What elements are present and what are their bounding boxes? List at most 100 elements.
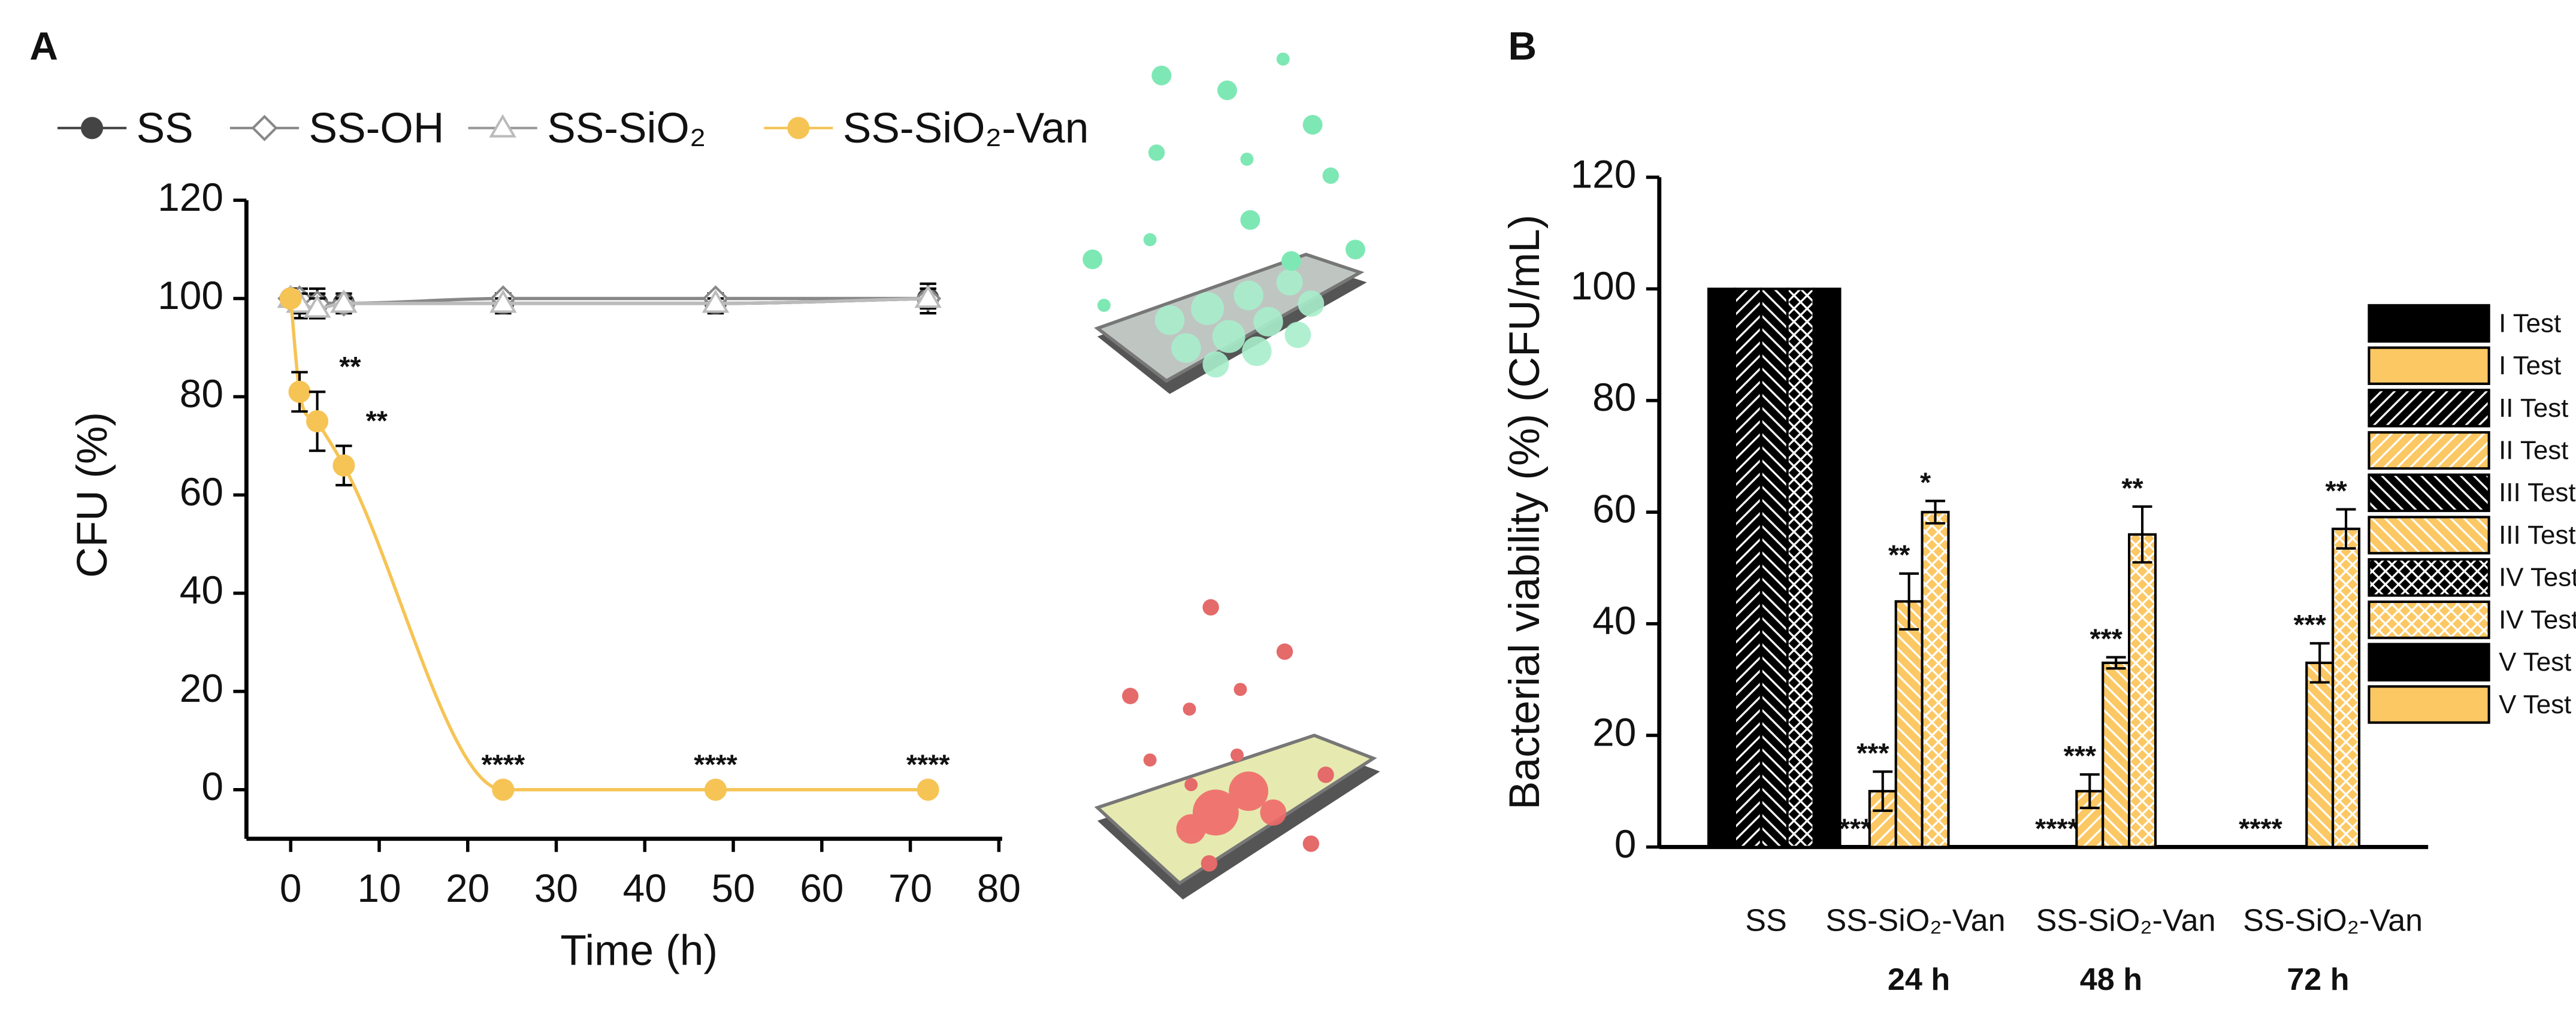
panel-label: A [29, 24, 58, 68]
legend-swatch [2368, 600, 2490, 640]
y-tick-label: 40 [1592, 598, 1636, 643]
error-bar [2079, 773, 2100, 810]
marker [288, 380, 311, 403]
bar [1812, 287, 1842, 849]
marker [914, 284, 942, 308]
significance-label: *** [1857, 738, 1889, 769]
significance-label: **** [482, 749, 525, 780]
y-tick-label: 80 [180, 371, 223, 416]
y-tick-label: 100 [1571, 263, 1637, 308]
legend-label: IV Test [2499, 563, 2576, 592]
legend-label: SS-OH [309, 104, 445, 152]
significance-label: ** [366, 405, 388, 436]
y-tick-label: 120 [1571, 152, 1637, 196]
error-bar [2309, 642, 2330, 684]
x-tick-label: SS-SiO₂-Van [1826, 903, 2006, 938]
error-bar [1873, 770, 1893, 812]
legend-swatch [2368, 558, 2490, 597]
legend-swatch [2368, 643, 2490, 681]
bar [2332, 528, 2361, 849]
y-tick-label: 100 [158, 273, 223, 317]
x-tick-label: 70 [888, 866, 932, 910]
x-tick-label: SS-SiO₂-Van [2036, 903, 2216, 938]
significance-label: ** [1888, 540, 1910, 571]
significance-label: * [1920, 467, 1931, 498]
legend-label: IV Test [2499, 605, 2576, 634]
legend-swatch [2368, 473, 2490, 513]
marker [492, 778, 515, 801]
legend-label: III Test [2499, 520, 2575, 550]
legend-label: V Test [2499, 690, 2571, 719]
x-tick-label: 60 [800, 866, 843, 910]
y-tick-label: 0 [1614, 822, 1637, 866]
legend-swatch [2368, 389, 2490, 428]
marker [917, 778, 939, 801]
x-sublabel: 24 h [1888, 962, 1950, 997]
x-axis-label: Time (h) [560, 926, 718, 974]
illustration-bottom [1094, 599, 1380, 900]
legend-swatch [2368, 431, 2490, 470]
legend-label: I Test [2499, 308, 2561, 338]
significance-label: **** [906, 749, 950, 780]
legend-label: SS [137, 104, 193, 152]
significance-label: **** [694, 749, 737, 780]
legend-label: I Test [2499, 351, 2561, 380]
x-tick-label: 0 [280, 866, 302, 910]
legend-label: SS-SiO₂-Van [843, 104, 1089, 152]
x-tick-label: 30 [534, 866, 578, 910]
marker [332, 454, 355, 477]
bar [2128, 533, 2157, 849]
significance-label: **** [2239, 813, 2282, 844]
significance-label: *** [2294, 609, 2327, 640]
x-tick-label: SS-SiO₂-Van [2243, 903, 2423, 938]
error-bar [2336, 508, 2356, 550]
bar [2102, 661, 2131, 849]
y-tick-label: 0 [201, 764, 223, 808]
error-bar [1899, 572, 1919, 631]
y-tick-label: 40 [180, 568, 223, 612]
marker [702, 289, 730, 313]
y-axis-label: CFU (%) [68, 412, 116, 578]
y-axis-label: Bacterial viability (%) (CFU/mL) [1501, 214, 1549, 810]
y-tick-label: 120 [158, 175, 223, 219]
y-tick-label: 60 [1592, 487, 1636, 531]
legend-label: SS-SiO₂ [547, 104, 706, 152]
y-tick-label: 20 [180, 666, 223, 710]
legend-label: III Test [2499, 478, 2575, 507]
error-bar [2106, 656, 2126, 670]
significance-label: *** [2090, 623, 2123, 654]
marker [81, 117, 104, 140]
bar [1786, 287, 1815, 849]
significance-label: ** [2121, 472, 2143, 504]
legend-label: II Test [2499, 436, 2568, 465]
legend-swatch [2368, 516, 2490, 555]
series-line [289, 298, 929, 792]
significance-label: ** [2325, 475, 2347, 506]
marker [330, 289, 358, 313]
marker [279, 287, 302, 310]
bar [1733, 287, 1762, 849]
x-tick-label: SS [1745, 903, 1786, 938]
marker [704, 778, 727, 801]
bar [1894, 600, 1924, 849]
legend-label: II Test [2499, 393, 2568, 423]
marker [787, 117, 810, 140]
x-tick-label: 50 [711, 866, 755, 910]
bar [1921, 511, 1950, 849]
marker [489, 114, 516, 138]
marker [251, 114, 278, 141]
legend-label: V Test [2499, 647, 2571, 677]
significance-label: *** [2064, 740, 2097, 771]
illustration-top [1083, 52, 1367, 394]
bar [2305, 661, 2335, 849]
panel-label: B [1508, 24, 1537, 68]
x-sublabel: 72 h [2287, 962, 2349, 997]
x-sublabel: 48 h [2080, 962, 2142, 997]
y-tick-label: 80 [1592, 375, 1636, 419]
legend-swatch [2368, 346, 2490, 385]
y-tick-label: 60 [180, 469, 223, 514]
marker [306, 410, 329, 433]
significance-label: ** [339, 351, 361, 382]
x-tick-label: 10 [357, 866, 401, 910]
x-tick-label: 40 [623, 866, 667, 910]
